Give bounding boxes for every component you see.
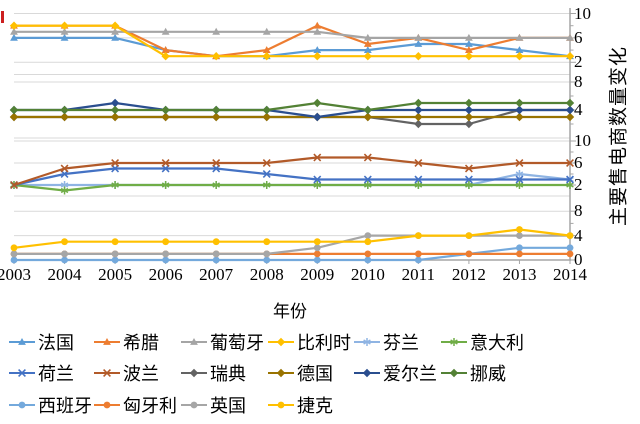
series-czech [10, 226, 574, 252]
x-axis-title: 年份 [273, 302, 307, 321]
legend-marker-hungary [94, 401, 120, 409]
series-italy [10, 181, 574, 195]
legend-marker-norway [441, 368, 467, 378]
x-tick-label: 2008 [249, 265, 284, 284]
series-norway [9, 98, 575, 115]
x-tick-label: 2009 [300, 265, 335, 284]
legend-marker-sweden [181, 368, 207, 378]
legend-label-hungary: 匈牙利 [123, 396, 177, 416]
x-tick-label: 2011 [401, 265, 436, 284]
x-tick-label: 2010 [350, 265, 385, 284]
legend-marker-belgium [268, 337, 294, 347]
series-portugal [10, 27, 574, 41]
legend-item-uk: 英国 [180, 394, 246, 416]
legend-label-netherlands: 荷兰 [38, 364, 74, 384]
x-tick-label: 2013 [502, 265, 537, 284]
legend-label-uk: 英国 [210, 396, 246, 416]
legend-label-sweden: 瑞典 [210, 364, 246, 384]
legend-item-france: 法国 [8, 331, 74, 353]
legend-label-germany: 德国 [297, 364, 333, 384]
legend-label-czech: 捷克 [297, 396, 333, 416]
y-tick-label: 0 [574, 250, 583, 269]
legend-marker-italy [441, 338, 467, 346]
x-tick-label: 2005 [98, 265, 133, 284]
legend-item-sweden: 瑞典 [180, 362, 246, 384]
y-tick-label: 8 [574, 72, 583, 91]
legend-marker-portugal [181, 338, 207, 345]
series-poland [10, 153, 574, 189]
legend-item-belgium: 比利时 [267, 331, 351, 353]
y-tick-label: 10 [574, 131, 591, 150]
y-tick-label: 2 [574, 175, 583, 194]
legend-marker-czech [268, 401, 294, 409]
x-tick-label: 2006 [148, 265, 183, 284]
legend-label-italy: 意大利 [470, 333, 524, 353]
legend-label-spain: 西班牙 [38, 396, 92, 416]
legend-marker-greece [94, 338, 120, 345]
legend-item-hungary: 匈牙利 [93, 394, 177, 416]
legend-item-germany: 德国 [267, 362, 333, 384]
legend-marker-uk [181, 401, 207, 409]
y-axis-title: 主要售电商数量变化 [608, 45, 630, 227]
series-belgium [9, 21, 575, 61]
legend-marker-ireland [354, 368, 380, 378]
y-tick-label: 10 [574, 3, 591, 23]
legend-item-finland: 芬兰 [353, 331, 419, 353]
legend-item-italy: 意大利 [440, 331, 524, 353]
series-germany [9, 112, 575, 122]
y-tick-label: 8 [574, 201, 583, 221]
legend-marker-germany [268, 368, 294, 378]
legend-label-belgium: 比利时 [297, 333, 351, 353]
y-tick-label: 6 [574, 153, 583, 172]
legend-marker-netherlands [9, 369, 35, 377]
legend-label-norway: 挪威 [470, 364, 506, 384]
legend-item-portugal: 葡萄牙 [180, 331, 264, 353]
y-tick-label: 4 [574, 225, 583, 245]
x-tick-label: 2012 [451, 265, 486, 284]
legend-label-france: 法国 [38, 333, 74, 353]
legend-label-greece: 希腊 [123, 333, 159, 353]
legend-label-portugal: 葡萄牙 [210, 333, 264, 353]
legend-item-norway: 挪威 [440, 362, 506, 384]
x-tick-label: 2007 [199, 265, 234, 284]
x-tick-label: 2004 [47, 265, 82, 284]
clipped-red-mark [1, 11, 4, 23]
legend-item-poland: 波兰 [93, 362, 159, 384]
legend-item-ireland: 爱尔兰 [353, 362, 437, 384]
legend-marker-spain [9, 401, 35, 409]
y-tick-label: 6 [574, 27, 583, 47]
legend-label-finland: 芬兰 [383, 333, 419, 353]
y-tick-label: 4 [574, 100, 583, 119]
legend-marker-poland [94, 369, 120, 377]
legend-item-greece: 希腊 [93, 331, 159, 353]
legend-marker-france [9, 338, 35, 345]
legend-item-czech: 捷克 [267, 394, 333, 416]
x-tick-label: 2003 [0, 265, 31, 284]
legend-item-spain: 西班牙 [8, 394, 92, 416]
y-tick-label: 2 [574, 52, 583, 72]
x-tick-label: 2014 [553, 265, 587, 284]
legend-label-poland: 波兰 [123, 364, 159, 384]
line-chart-plot-area [9, 8, 576, 264]
legend-label-ireland: 爱尔兰 [383, 364, 437, 384]
legend-marker-finland [354, 338, 380, 346]
legend-item-netherlands: 荷兰 [8, 362, 74, 384]
